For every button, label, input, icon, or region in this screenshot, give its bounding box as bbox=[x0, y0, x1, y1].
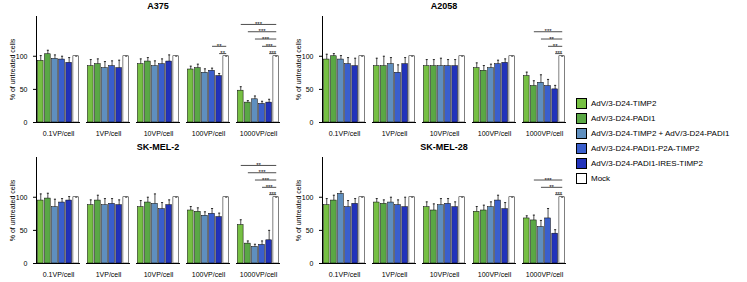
svg-text:10VP/cell: 10VP/cell bbox=[144, 271, 174, 278]
svg-text:0.1VP/cell: 0.1VP/cell bbox=[43, 130, 75, 137]
svg-text:1000VP/cell: 1000VP/cell bbox=[240, 271, 278, 278]
svg-text:***: *** bbox=[555, 50, 563, 56]
svg-text:% of untreated cells: % of untreated cells bbox=[9, 38, 16, 100]
svg-text:100VP/cell: 100VP/cell bbox=[192, 130, 226, 137]
html-text:AdV/3-D24-PADI1: AdV/3-D24-PADI1 bbox=[591, 114, 656, 123]
html-text:AdV/3-D24-TIMP2 + AdV/3-D24-PA: AdV/3-D24-TIMP2 + AdV/3-D24-PADI1 bbox=[591, 129, 730, 138]
svg-text:50: 50 bbox=[20, 227, 28, 234]
svg-text:100: 100 bbox=[16, 193, 28, 200]
svg-text:0.1VP/cell: 0.1VP/cell bbox=[43, 271, 75, 278]
svg-text:**: ** bbox=[549, 184, 554, 190]
svg-text:1VP/cell: 1VP/cell bbox=[382, 271, 408, 278]
svg-text:10VP/cell: 10VP/cell bbox=[430, 271, 460, 278]
html-text:A2058: A2058 bbox=[430, 1, 458, 11]
svg-text:1VP/cell: 1VP/cell bbox=[96, 130, 122, 137]
svg-text:0: 0 bbox=[24, 119, 28, 126]
svg-text:***: *** bbox=[545, 177, 553, 183]
svg-text:***: *** bbox=[545, 28, 553, 34]
svg-text:50: 50 bbox=[306, 86, 314, 93]
svg-text:***: *** bbox=[266, 184, 274, 190]
svg-text:**: ** bbox=[256, 162, 261, 168]
svg-text:***: *** bbox=[266, 43, 274, 49]
svg-text:10VP/cell: 10VP/cell bbox=[144, 130, 174, 137]
svg-text:% of untreated cells: % of untreated cells bbox=[9, 179, 16, 241]
svg-text:1000VP/cell: 1000VP/cell bbox=[526, 271, 564, 278]
svg-text:***: *** bbox=[255, 21, 263, 27]
svg-text:100: 100 bbox=[302, 193, 314, 200]
svg-text:0: 0 bbox=[310, 260, 314, 267]
html-text:AdV/3-D24-PADI1-IRES-TIMP2: AdV/3-D24-PADI1-IRES-TIMP2 bbox=[591, 159, 703, 168]
svg-text:100VP/cell: 100VP/cell bbox=[192, 271, 226, 278]
svg-text:0.1VP/cell: 0.1VP/cell bbox=[329, 130, 361, 137]
svg-text:***: *** bbox=[269, 50, 277, 56]
svg-text:100: 100 bbox=[16, 52, 28, 59]
svg-text:0: 0 bbox=[24, 260, 28, 267]
svg-text:***: *** bbox=[259, 28, 267, 34]
html-text:AdV/3-D24-TIMP2: AdV/3-D24-TIMP2 bbox=[591, 99, 657, 108]
svg-text:% of untreated cells: % of untreated cells bbox=[295, 179, 302, 241]
svg-text:100: 100 bbox=[302, 52, 314, 59]
html-text:SK-MEL-2: SK-MEL-2 bbox=[136, 142, 180, 152]
svg-text:***: *** bbox=[555, 191, 563, 197]
svg-text:50: 50 bbox=[20, 86, 28, 93]
svg-text:1VP/cell: 1VP/cell bbox=[96, 271, 122, 278]
svg-text:***: *** bbox=[262, 36, 270, 42]
svg-text:% of untreated cells: % of untreated cells bbox=[295, 38, 302, 100]
svg-text:100VP/cell: 100VP/cell bbox=[478, 271, 512, 278]
svg-text:50: 50 bbox=[306, 227, 314, 234]
svg-text:1000VP/cell: 1000VP/cell bbox=[240, 130, 278, 137]
svg-text:0.1VP/cell: 0.1VP/cell bbox=[329, 271, 361, 278]
svg-text:100VP/cell: 100VP/cell bbox=[478, 130, 512, 137]
svg-text:***: *** bbox=[262, 177, 270, 183]
svg-text:0: 0 bbox=[310, 119, 314, 126]
html-text:AdV/3-D24-PADI1-P2A-TIMP2: AdV/3-D24-PADI1-P2A-TIMP2 bbox=[591, 144, 700, 153]
html-text:Mock: Mock bbox=[591, 174, 611, 183]
svg-text:**: ** bbox=[549, 36, 554, 42]
svg-text:***: *** bbox=[269, 191, 277, 197]
svg-text:10VP/cell: 10VP/cell bbox=[430, 130, 460, 137]
svg-text:**: ** bbox=[220, 50, 225, 56]
html-text:SK-MEL-28: SK-MEL-28 bbox=[420, 142, 468, 152]
svg-text:1VP/cell: 1VP/cell bbox=[382, 130, 408, 137]
svg-text:1000VP/cell: 1000VP/cell bbox=[526, 130, 564, 137]
svg-text:**: ** bbox=[553, 43, 558, 49]
html-text:A375: A375 bbox=[147, 1, 169, 11]
svg-text:***: *** bbox=[259, 169, 267, 175]
svg-text:**: ** bbox=[217, 43, 222, 49]
